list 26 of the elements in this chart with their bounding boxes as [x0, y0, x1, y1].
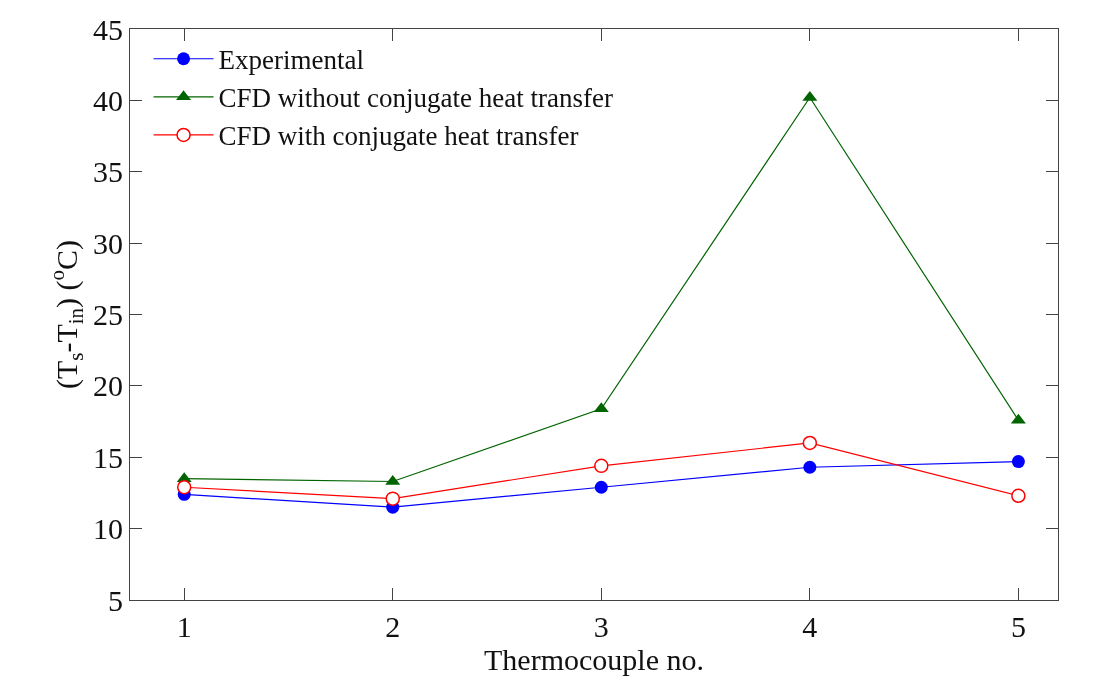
y-tick-label: 20: [92, 369, 123, 403]
y-tick-label: 25: [92, 298, 123, 331]
y-tick-label: 5: [107, 583, 123, 617]
point: [176, 479, 192, 495]
y-tick-label: 15: [92, 440, 123, 474]
legend-label: CFD without conjugate heat transfer: [218, 83, 613, 114]
y-tick-label: 40: [92, 83, 123, 117]
y-tick-label: 10: [92, 512, 123, 546]
x-tick-label: 4: [802, 610, 818, 644]
legend-label: Experimental: [218, 45, 365, 76]
y-tick-label: 30: [92, 226, 123, 260]
y-tick-label: 45: [92, 12, 123, 46]
x-tick-label: 2: [385, 610, 401, 644]
point: [1011, 488, 1026, 504]
y-tick-label: 35: [92, 155, 123, 189]
point: [594, 480, 608, 494]
point: [1011, 455, 1025, 469]
x-axis-title: Thermocouple no.: [484, 643, 704, 677]
x-tick-label: 1: [176, 610, 192, 644]
point: [594, 458, 609, 474]
x-tick-label: 5: [1010, 610, 1026, 644]
x-tick-label: 3: [593, 610, 609, 644]
point: [802, 435, 818, 451]
legend-label: CFD with conjugate heat transfer: [218, 121, 579, 152]
point: [385, 491, 401, 506]
point: [803, 460, 817, 474]
